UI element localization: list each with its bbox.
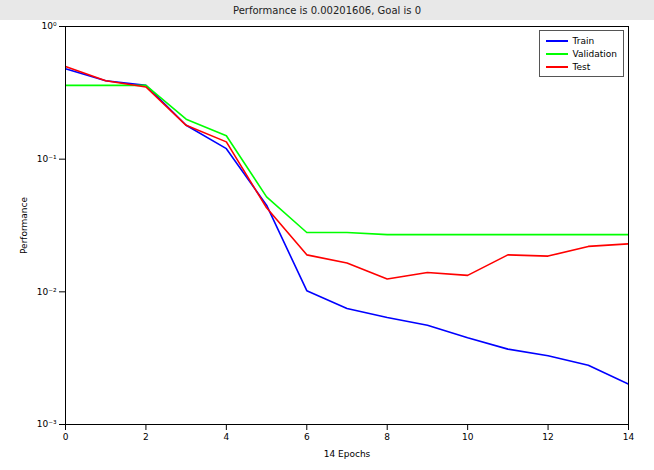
html-text:Train: Train xyxy=(572,35,595,46)
svg-text:10⁻³: 10⁻³ xyxy=(37,419,57,429)
svg-text:14: 14 xyxy=(623,432,635,442)
html-text:Test: Test xyxy=(572,61,591,72)
svg-text:10⁻¹: 10⁻¹ xyxy=(37,154,57,164)
svg-text:12: 12 xyxy=(542,432,553,442)
svg-text:4: 4 xyxy=(223,432,229,442)
svg-text:10⁰: 10⁰ xyxy=(41,21,56,31)
svg-text:8: 8 xyxy=(384,432,390,442)
svg-text:6: 6 xyxy=(304,432,310,442)
svg-text:0: 0 xyxy=(63,432,69,442)
svg-text:2: 2 xyxy=(143,432,149,442)
svg-text:10⁻²: 10⁻² xyxy=(37,287,57,297)
svg-text:14 Epochs: 14 Epochs xyxy=(324,449,371,459)
html-text:Performance is 0.00201606, Goa: Performance is 0.00201606, Goal is 0 xyxy=(233,5,421,16)
svg-text:10: 10 xyxy=(462,432,474,442)
svg-text:Performance: Performance xyxy=(19,197,29,254)
html-text:Validation: Validation xyxy=(572,48,617,59)
